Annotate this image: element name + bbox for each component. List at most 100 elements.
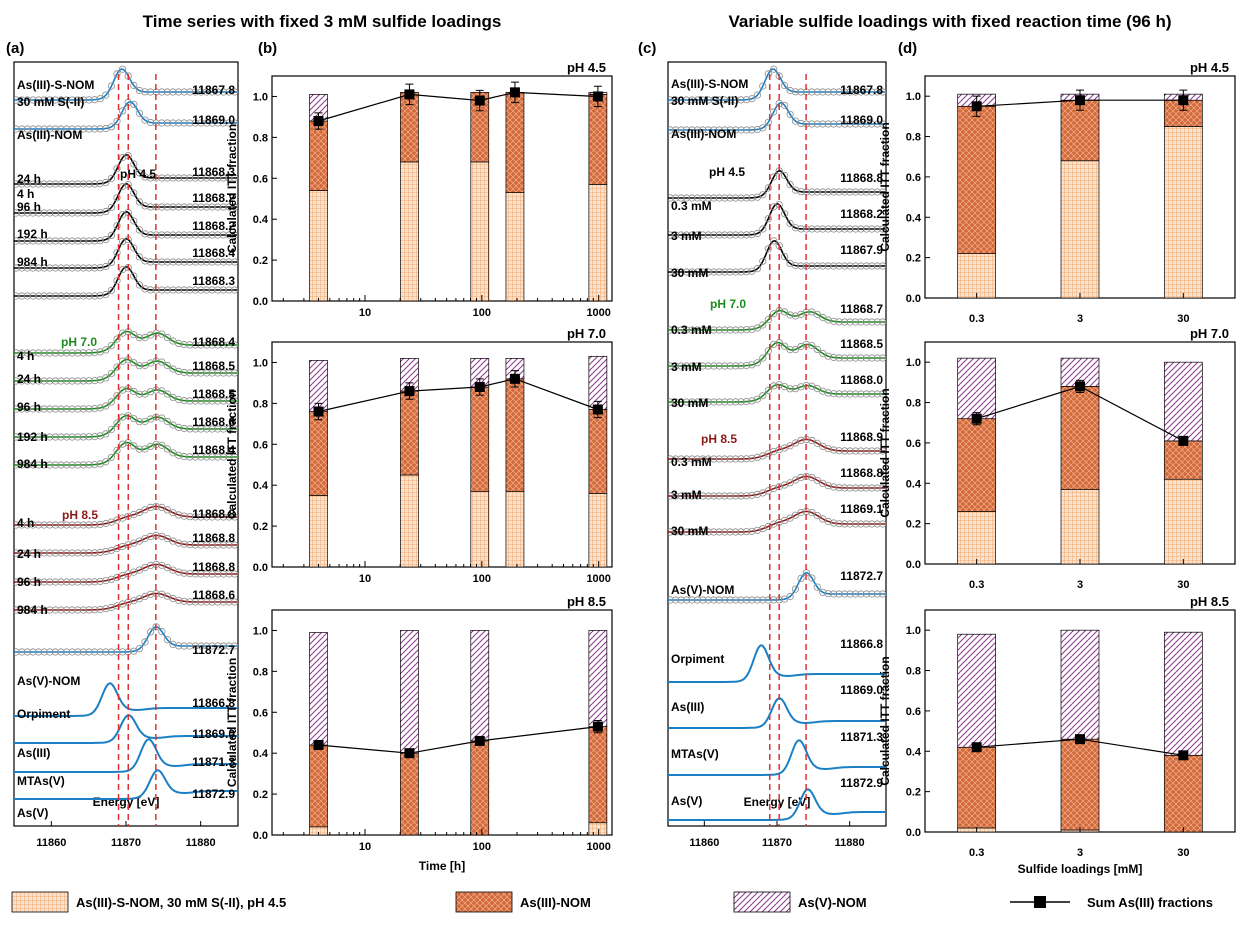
panel-a-edge-label-10: 11868.6 (192, 415, 235, 429)
panel-a-marker-0 (225, 88, 233, 96)
panel-d-sub1-sum-marker-2 (1178, 435, 1189, 446)
panel-c-marker-10 (742, 528, 751, 536)
panel-c-spectrum-5 (668, 309, 886, 331)
panel-c-marker-11 (879, 590, 886, 598)
panel-a-marker-10 (197, 425, 205, 433)
panel-a-marker-1 (208, 119, 216, 127)
panel-c-spectrum-label-7: 30 mM (671, 396, 708, 410)
panel-a-marker-6 (62, 292, 71, 300)
panel-c-marker-1 (862, 120, 871, 128)
panel-d-sub2-bar-as5-nom-0 (957, 633, 997, 748)
panel-a-marker-2 (186, 174, 194, 182)
panel-c-marker-7 (786, 385, 794, 393)
panel-a-marker-10 (40, 433, 48, 441)
panel-a-spectrum-label-5: 192 h (17, 227, 48, 241)
panel-a-marker-6 (14, 292, 20, 300)
panel-a-marker-1 (91, 125, 99, 133)
panel-c-marker-5 (873, 318, 881, 326)
panel-d-sub0-ph-label: pH 4.5 (1190, 60, 1229, 75)
panel-a-marker-9 (29, 405, 37, 413)
panel-a-marker-10 (51, 433, 60, 441)
panel-c-marker-5 (846, 318, 854, 326)
panel-a-marker-9 (102, 402, 110, 410)
panel-a-marker-15 (180, 597, 188, 605)
panel-a-marker-6 (175, 286, 183, 294)
panel-a-marker-2 (74, 180, 82, 188)
panel-a-marker-1 (46, 125, 54, 133)
panel-c-marker-5 (813, 310, 821, 318)
panel-a-spectrum-markers-11 (14, 439, 238, 469)
panel-c-marker-9 (851, 484, 860, 492)
panel-b-sub2-bar-as3-nom-2 (470, 740, 490, 836)
panel-b-sub1-sum-marker-4 (592, 404, 603, 415)
panel-a-spectrum-label-13: 24 h (17, 547, 41, 561)
panel-d-sub0-ytick-label-0: 0.0 (906, 293, 921, 305)
panel-c-marker-5 (699, 326, 707, 334)
panel-c-marker-10 (862, 520, 871, 528)
panel-d-sub2-xtick-label-1: 3 (1077, 847, 1083, 859)
panel-a-marker-1 (135, 109, 143, 117)
panel-d-sub2-bar-as3-nom-1 (1060, 738, 1100, 831)
panel-a-marker-11 (51, 461, 60, 469)
panel-c-marker-4 (797, 262, 805, 270)
panel-d-sub1-xtick-label-1: 3 (1077, 579, 1083, 591)
panel-a-marker-0 (197, 88, 205, 96)
panel-a-marker-15 (34, 606, 43, 614)
panel-a-marker-12 (68, 521, 76, 529)
panel-a-marker-3 (113, 194, 121, 202)
panel-a-marker-10 (130, 415, 138, 423)
panel-a-marker-15 (46, 606, 54, 614)
panel-a-marker-1 (219, 119, 227, 127)
panel-c-marker-7 (862, 390, 871, 398)
panel-a-edge-label-20: 11872.9 (192, 787, 235, 801)
panel-a-marker-11 (85, 461, 93, 469)
panel-a-marker-15 (197, 598, 205, 606)
panel-a-marker-10 (91, 432, 99, 441)
panel-c-marker-7 (731, 398, 740, 406)
panel-c-marker-8 (688, 455, 696, 463)
panel-b-sub2-bar-as5-nom-3 (588, 630, 608, 727)
panel-a-marker-11 (208, 453, 216, 461)
panel-a-marker-5 (57, 264, 65, 272)
panel-a-marker-12 (163, 506, 171, 514)
panel-a-marker-5 (158, 258, 166, 266)
panel-b-sub2-sum-marker-0 (313, 740, 324, 750)
panel-a-marker-14 (96, 577, 104, 586)
panel-c-marker-11 (748, 596, 756, 604)
panel-a-marker-0 (135, 86, 143, 95)
panel-a-marker-8 (119, 357, 127, 365)
panel-c-marker-5 (726, 326, 734, 334)
panel-c-marker-8 (862, 447, 871, 455)
panel-a-marker-15 (96, 605, 104, 614)
panel-c-marker-0 (710, 96, 718, 104)
panel-a-marker-14 (191, 570, 199, 578)
panel-a-marker-2 (96, 180, 104, 188)
panel-a-marker-3 (29, 209, 37, 217)
panel-a-marker-13 (191, 541, 199, 549)
panel-c-marker-1 (857, 120, 865, 128)
panel-a-spectrum-markers-4 (14, 209, 238, 245)
panel-c-marker-7 (840, 390, 849, 398)
panel-a-marker-15 (231, 598, 238, 606)
panel-a-marker-11 (40, 461, 48, 469)
panel-a-spectrum-4 (14, 210, 238, 242)
panel-a-marker-2 (107, 174, 116, 182)
panel-c-marker-11 (857, 590, 865, 598)
panel-b-sub0-ph-label: pH 4.5 (567, 60, 606, 75)
panel-c-marker-0 (699, 96, 707, 104)
panel-a-marker-1 (175, 119, 183, 127)
panel-b-sub0-sum-marker-0 (313, 116, 324, 126)
panel-c-marker-10 (688, 528, 696, 536)
panel-c-marker-8 (748, 454, 756, 462)
panel-b-sub0-bar-as3-s-nom-0 (309, 190, 328, 302)
panel-label-b: (b) (258, 40, 277, 57)
panel-a-marker-5 (51, 264, 60, 272)
panel-a-marker-7 (135, 334, 143, 342)
panel-a-marker-16 (191, 642, 199, 650)
panel-c-marker-3 (748, 231, 756, 239)
panel-c-marker-4 (857, 262, 865, 270)
panel-c-marker-10 (731, 528, 740, 536)
panel-c-marker-7 (677, 398, 685, 406)
panel-c-marker-6 (780, 342, 789, 350)
panel-c-marker-2 (710, 194, 718, 202)
